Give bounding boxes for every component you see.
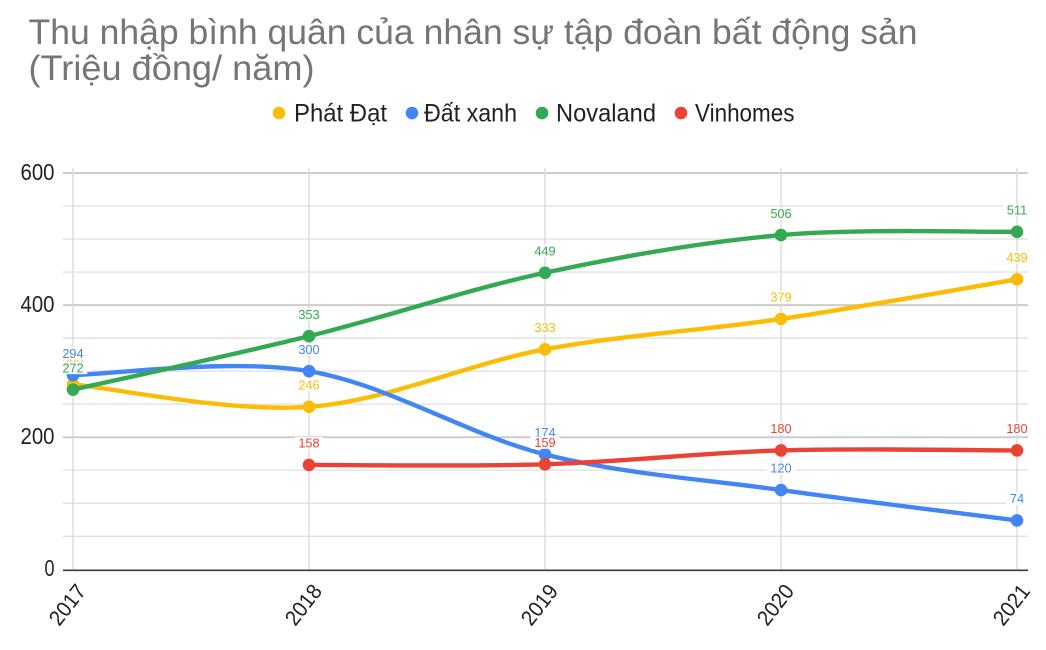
svg-text:333: 333	[534, 320, 555, 335]
svg-text:294: 294	[62, 346, 83, 361]
svg-text:Vinhomes: Vinhomes	[695, 100, 795, 128]
svg-text:400: 400	[21, 291, 55, 317]
svg-text:Novaland: Novaland	[556, 100, 656, 128]
svg-text:(Triệu đồng/ năm): (Triệu đồng/ năm)	[29, 49, 315, 88]
svg-text:439: 439	[1006, 250, 1027, 265]
svg-text:180: 180	[1006, 421, 1027, 436]
svg-text:180: 180	[770, 421, 791, 436]
svg-text:506: 506	[770, 206, 791, 221]
svg-text:159: 159	[534, 435, 555, 450]
svg-text:174: 174	[534, 425, 555, 440]
svg-text:246: 246	[298, 378, 319, 393]
svg-text:Phát Đạt: Phát Đạt	[294, 100, 387, 128]
svg-text:120: 120	[770, 461, 791, 476]
svg-text:200: 200	[21, 423, 55, 449]
svg-text:600: 600	[21, 159, 55, 185]
svg-text:Thu nhập bình quân của nhân sự: Thu nhập bình quân của nhân sự tập đoàn …	[29, 13, 918, 52]
svg-text:379: 379	[770, 290, 791, 305]
svg-text:353: 353	[298, 307, 319, 322]
svg-text:272: 272	[62, 360, 83, 375]
svg-text:Đất xanh: Đất xanh	[424, 100, 517, 128]
svg-text:0: 0	[45, 555, 55, 581]
svg-text:300: 300	[298, 342, 319, 357]
svg-text:449: 449	[534, 243, 555, 258]
svg-text:511: 511	[1007, 202, 1027, 217]
svg-text:74: 74	[1010, 491, 1024, 506]
svg-text:158: 158	[298, 436, 319, 451]
